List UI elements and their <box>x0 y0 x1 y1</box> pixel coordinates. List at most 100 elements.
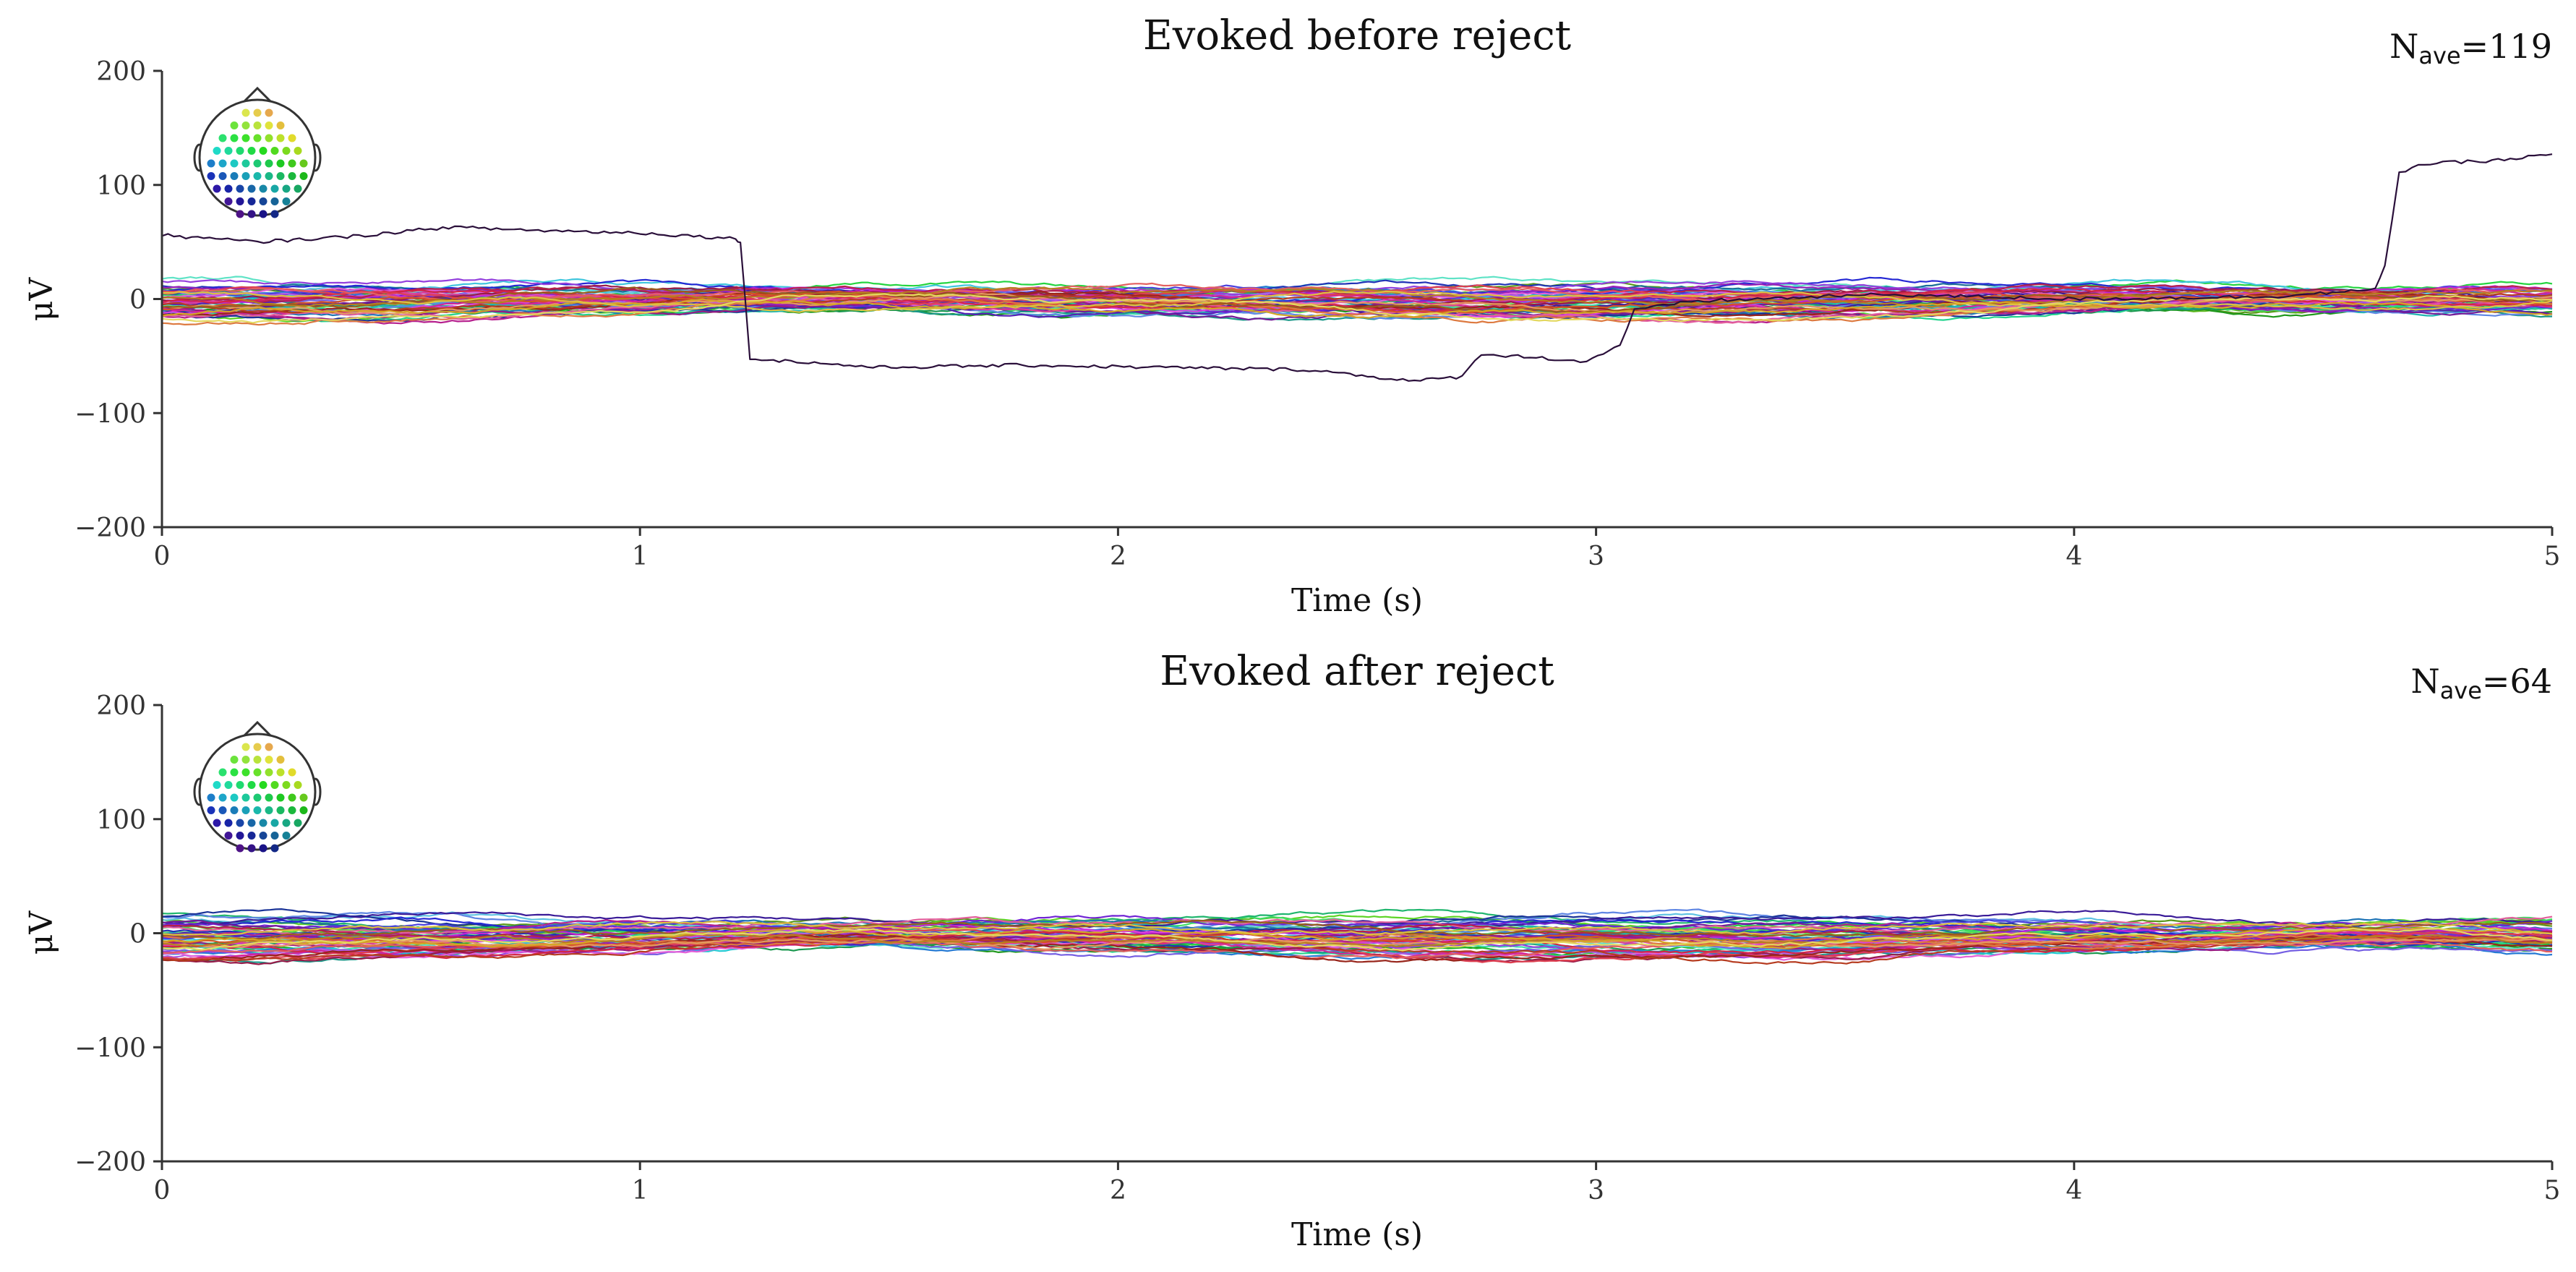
sensor-dot <box>253 743 262 751</box>
sensor-dot <box>236 147 244 155</box>
sensor-dot <box>270 844 279 853</box>
sensor-dot <box>224 819 233 827</box>
channel-trace <box>161 921 2553 936</box>
sensor-dot <box>259 147 268 155</box>
sensor-dot <box>253 806 262 814</box>
sensor-dot <box>282 832 291 840</box>
sensor-dot <box>247 184 256 193</box>
sensor-dot <box>259 197 268 205</box>
sensor-dot <box>259 844 268 853</box>
sensor-dot <box>282 781 291 789</box>
channel-trace <box>161 934 2553 965</box>
sensor-dot <box>294 781 302 789</box>
x-tick-label: 5 <box>2544 1176 2561 1205</box>
sensor-dot <box>259 819 268 827</box>
sensor-dot <box>270 832 279 840</box>
sensor-dot <box>276 121 285 129</box>
nave-annotation: Nave=119 <box>2389 27 2552 69</box>
y-tick-label: −200 <box>74 1148 146 1177</box>
sensor-dot <box>207 159 215 168</box>
channel-trace <box>161 932 2553 963</box>
x-tick-label: 4 <box>2066 1176 2082 1205</box>
sensor-dot <box>253 121 262 129</box>
sensor-dot <box>288 768 296 777</box>
sensor-dot <box>276 159 285 168</box>
sensor-dot <box>224 197 233 205</box>
sensor-dot <box>241 793 250 802</box>
sensor-dot <box>230 159 239 168</box>
x-tick-label: 0 <box>154 1176 171 1205</box>
channel-trace <box>161 910 2553 929</box>
x-tick-label: 4 <box>2066 542 2082 571</box>
sensor-dot <box>299 806 308 814</box>
sensor-dot <box>265 108 273 117</box>
head-nose <box>243 86 272 103</box>
x-axis-label: Time (s) <box>1291 582 1423 619</box>
x-tick-label: 5 <box>2544 542 2561 571</box>
sensor-dot <box>241 108 250 117</box>
sensor-dot <box>288 172 296 180</box>
sensor-dot <box>265 134 273 142</box>
sensor-dot <box>276 134 285 142</box>
sensor-dot <box>218 768 227 777</box>
y-tick-label: 100 <box>96 171 146 201</box>
panel-before-reject: Evoked before reject Nave=119 200 100 0 −10… <box>23 12 2560 619</box>
sensor-dot <box>282 819 291 827</box>
channel-trace <box>161 926 2553 949</box>
sensor-dot <box>241 756 250 764</box>
x-tick-label: 1 <box>632 1176 649 1205</box>
sensor-dot <box>213 147 221 155</box>
sensor-dot <box>241 806 250 814</box>
y-tick-label: 200 <box>96 691 146 721</box>
sensor-dot <box>265 172 273 180</box>
sensor-dot <box>247 210 256 218</box>
sensor-dot <box>241 172 250 180</box>
sensor-dot <box>241 134 250 142</box>
y-tick-label: 100 <box>96 806 146 835</box>
sensor-dot <box>218 793 227 802</box>
x-axis-label: Time (s) <box>1291 1216 1423 1253</box>
sensor-dot <box>265 756 273 764</box>
x-tick-label: 2 <box>1110 1176 1126 1205</box>
sensor-dot <box>236 184 244 193</box>
sensor-dot <box>207 806 215 814</box>
x-tick-label: 3 <box>1588 542 1604 571</box>
channel-trace <box>161 927 2553 952</box>
sensor-dot <box>294 147 302 155</box>
sensor-dot <box>265 159 273 168</box>
channel-trace <box>161 931 2553 948</box>
sensor-dot <box>236 844 244 853</box>
sensor-dot <box>253 108 262 117</box>
sensor-dot <box>282 147 291 155</box>
sensor-dot <box>259 832 268 840</box>
panel-after-reject: Evoked after reject Nave=64 200 100 0 −100 −… <box>23 648 2560 1253</box>
y-ticks: 200 100 0 −100 −200 <box>74 691 162 1177</box>
head-nose <box>243 720 272 737</box>
sensor-dot <box>236 210 244 218</box>
y-tick-label: 0 <box>129 286 146 315</box>
sensor-dot <box>288 159 296 168</box>
sensor-dot <box>207 793 215 802</box>
sensor-dot <box>218 806 227 814</box>
sensor-head-legend <box>193 720 322 853</box>
sensor-dot <box>253 756 262 764</box>
sensor-dot <box>253 172 262 180</box>
sensor-dot <box>265 121 273 129</box>
sensor-dot <box>276 793 285 802</box>
sensor-dot <box>230 768 239 777</box>
head-outline <box>198 733 317 851</box>
sensor-dot <box>276 756 285 764</box>
sensor-dot <box>213 781 221 789</box>
chart-title: Evoked before reject <box>1143 12 1572 59</box>
y-tick-label: 0 <box>129 920 146 949</box>
channel-trace <box>161 298 2553 319</box>
sensor-dot <box>270 197 279 205</box>
sensor-dot <box>259 781 268 789</box>
sensor-dot <box>247 832 256 840</box>
channel-trace <box>161 284 2553 309</box>
nave-annotation: Nave=64 <box>2410 662 2552 704</box>
sensor-dot <box>247 819 256 827</box>
sensor-dot <box>253 159 262 168</box>
sensor-dot <box>236 781 244 789</box>
